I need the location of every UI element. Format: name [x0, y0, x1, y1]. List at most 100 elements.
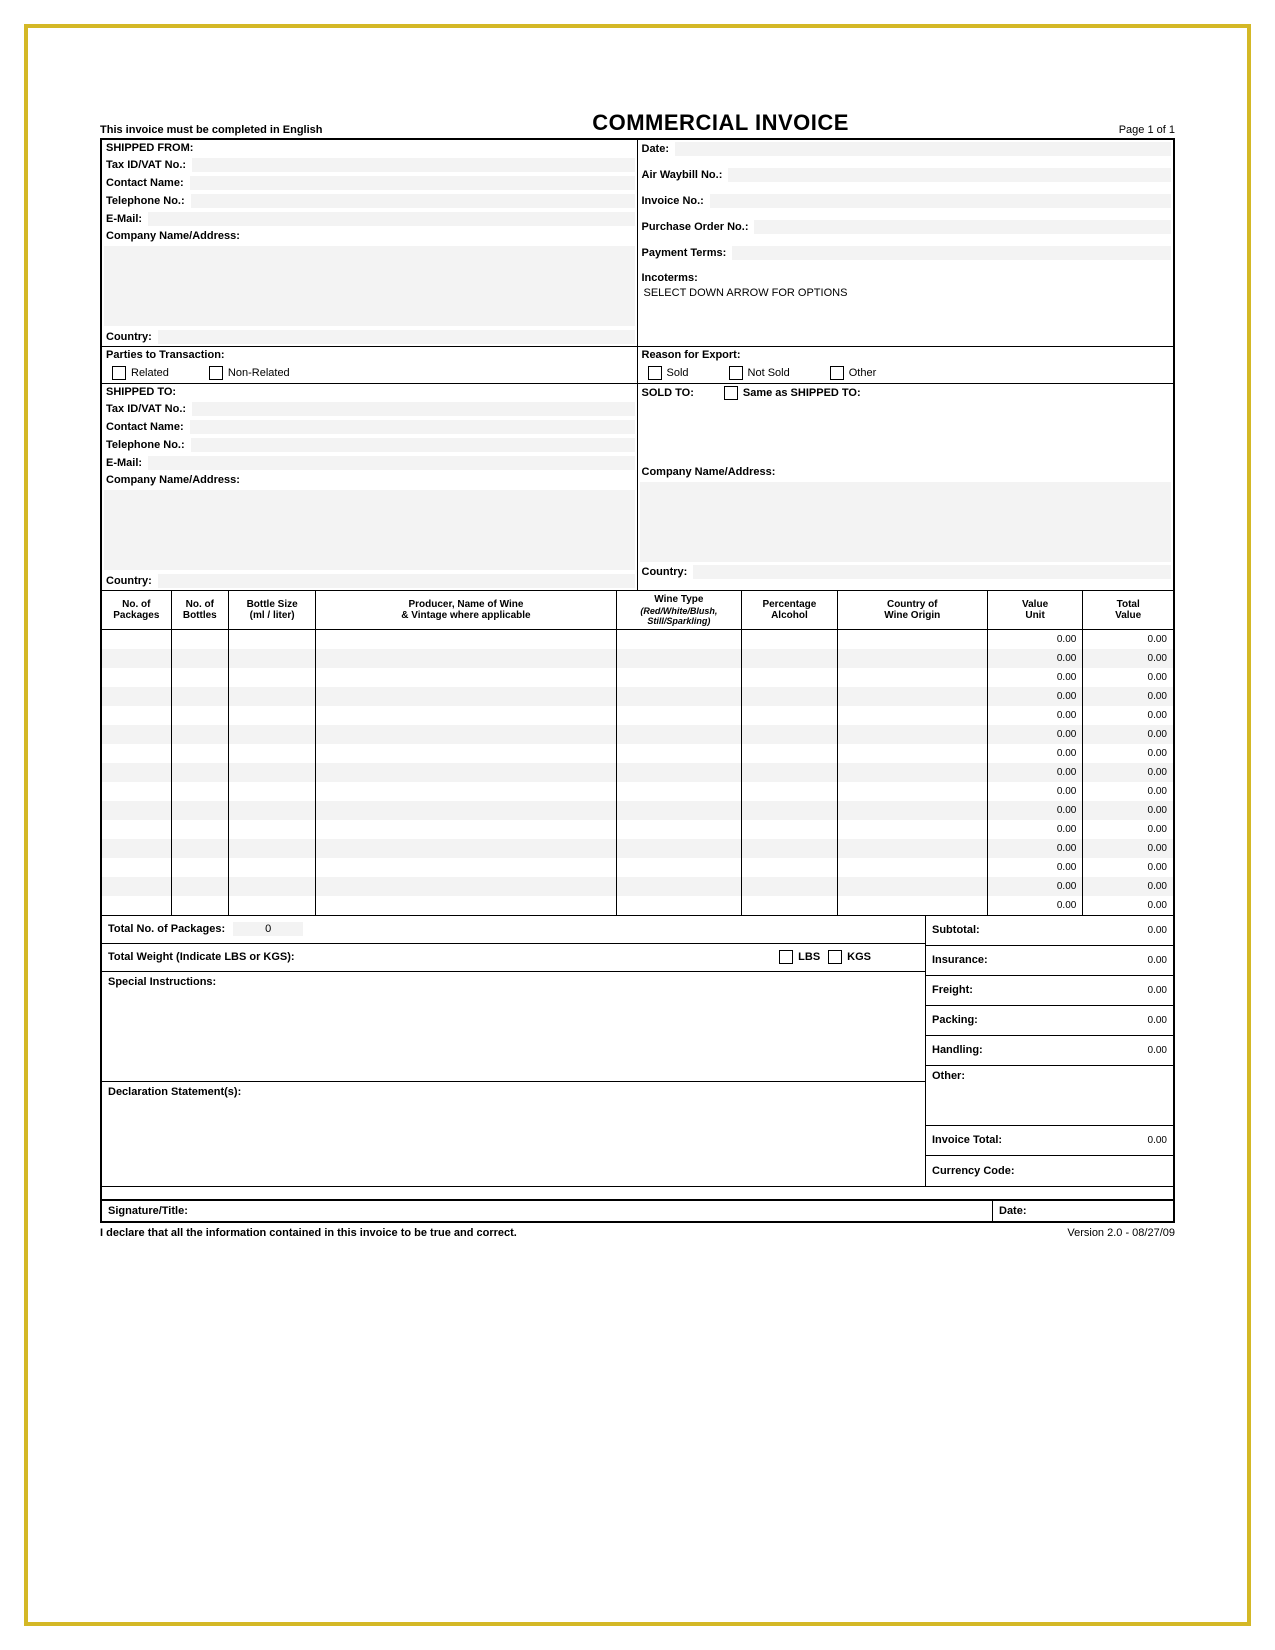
terms-input[interactable]	[732, 246, 1171, 260]
cell-empty[interactable]	[316, 896, 616, 915]
table-row[interactable]: 0.000.00	[102, 744, 1173, 763]
sf-company-input[interactable]	[104, 246, 635, 326]
cell-total-value[interactable]: 0.00	[1083, 877, 1173, 896]
table-row[interactable]: 0.000.00	[102, 649, 1173, 668]
cell-empty[interactable]	[616, 630, 742, 649]
table-row[interactable]: 0.000.00	[102, 687, 1173, 706]
cell-empty[interactable]	[102, 782, 171, 801]
cell-empty[interactable]	[316, 763, 616, 782]
cell-total-value[interactable]: 0.00	[1083, 668, 1173, 687]
cell-empty[interactable]	[616, 687, 742, 706]
st-company-input[interactable]	[104, 490, 635, 570]
soldto-country-input[interactable]	[693, 565, 1171, 579]
parties-nonrelated-checkbox[interactable]: Non-Related	[209, 366, 290, 380]
cell-empty[interactable]	[837, 801, 987, 820]
cell-empty[interactable]	[742, 877, 838, 896]
cell-empty[interactable]	[316, 725, 616, 744]
cell-total-value[interactable]: 0.00	[1083, 706, 1173, 725]
st-phone-input[interactable]	[191, 438, 635, 452]
cell-value-unit[interactable]: 0.00	[987, 877, 1083, 896]
cell-empty[interactable]	[742, 858, 838, 877]
cell-total-value[interactable]: 0.00	[1083, 839, 1173, 858]
cell-empty[interactable]	[837, 839, 987, 858]
table-row[interactable]: 0.000.00	[102, 706, 1173, 725]
parties-related-checkbox[interactable]: Related	[112, 366, 169, 380]
cell-empty[interactable]	[616, 782, 742, 801]
cell-empty[interactable]	[616, 706, 742, 725]
cell-empty[interactable]	[102, 820, 171, 839]
cell-value-unit[interactable]: 0.00	[987, 820, 1083, 839]
sf-email-input[interactable]	[148, 212, 634, 226]
sf-contact-input[interactable]	[190, 176, 635, 190]
cell-empty[interactable]	[171, 801, 228, 820]
cell-empty[interactable]	[742, 744, 838, 763]
cell-empty[interactable]	[837, 668, 987, 687]
cell-empty[interactable]	[837, 687, 987, 706]
cell-empty[interactable]	[171, 858, 228, 877]
st-contact-input[interactable]	[190, 420, 635, 434]
table-row[interactable]: 0.000.00	[102, 858, 1173, 877]
weight-lbs-checkbox[interactable]: LBS	[779, 950, 820, 964]
cell-empty[interactable]	[228, 820, 315, 839]
table-row[interactable]: 0.000.00	[102, 801, 1173, 820]
weight-kgs-checkbox[interactable]: KGS	[828, 950, 871, 964]
cell-empty[interactable]	[742, 820, 838, 839]
cell-value-unit[interactable]: 0.00	[987, 801, 1083, 820]
cell-empty[interactable]	[316, 820, 616, 839]
cell-empty[interactable]	[837, 782, 987, 801]
table-row[interactable]: 0.000.00	[102, 820, 1173, 839]
cell-empty[interactable]	[837, 725, 987, 744]
cell-total-value[interactable]: 0.00	[1083, 744, 1173, 763]
cell-empty[interactable]	[316, 782, 616, 801]
cell-empty[interactable]	[102, 877, 171, 896]
sf-country-input[interactable]	[158, 330, 635, 344]
cell-empty[interactable]	[742, 725, 838, 744]
cell-empty[interactable]	[837, 649, 987, 668]
cell-empty[interactable]	[228, 896, 315, 915]
cell-empty[interactable]	[742, 706, 838, 725]
soldto-company-input[interactable]	[640, 482, 1172, 562]
cell-total-value[interactable]: 0.00	[1083, 858, 1173, 877]
cell-empty[interactable]	[228, 858, 315, 877]
cell-total-value[interactable]: 0.00	[1083, 782, 1173, 801]
cell-empty[interactable]	[228, 725, 315, 744]
table-row[interactable]: 0.000.00	[102, 630, 1173, 649]
cell-empty[interactable]	[316, 744, 616, 763]
table-row[interactable]: 0.000.00	[102, 877, 1173, 896]
cell-total-value[interactable]: 0.00	[1083, 687, 1173, 706]
cell-value-unit[interactable]: 0.00	[987, 668, 1083, 687]
table-row[interactable]: 0.000.00	[102, 782, 1173, 801]
cell-empty[interactable]	[102, 839, 171, 858]
cell-empty[interactable]	[171, 725, 228, 744]
cell-empty[interactable]	[616, 744, 742, 763]
cell-empty[interactable]	[742, 782, 838, 801]
cell-empty[interactable]	[228, 839, 315, 858]
awb-input[interactable]	[728, 168, 1171, 182]
reason-sold-checkbox[interactable]: Sold	[648, 366, 689, 380]
cell-empty[interactable]	[228, 801, 315, 820]
cell-empty[interactable]	[742, 649, 838, 668]
cell-empty[interactable]	[102, 706, 171, 725]
cell-empty[interactable]	[742, 896, 838, 915]
cell-empty[interactable]	[171, 839, 228, 858]
cell-empty[interactable]	[616, 820, 742, 839]
sf-phone-input[interactable]	[191, 194, 635, 208]
po-input[interactable]	[754, 220, 1171, 234]
cell-empty[interactable]	[171, 896, 228, 915]
signature-date-label[interactable]: Date:	[993, 1201, 1173, 1221]
sf-taxid-input[interactable]	[192, 158, 634, 172]
cell-value-unit[interactable]: 0.00	[987, 649, 1083, 668]
st-taxid-input[interactable]	[192, 402, 634, 416]
date-input[interactable]	[675, 142, 1171, 156]
cell-total-value[interactable]: 0.00	[1083, 763, 1173, 782]
cell-empty[interactable]	[228, 706, 315, 725]
cell-empty[interactable]	[316, 687, 616, 706]
table-row[interactable]: 0.000.00	[102, 763, 1173, 782]
cell-empty[interactable]	[102, 687, 171, 706]
cell-empty[interactable]	[316, 706, 616, 725]
cell-total-value[interactable]: 0.00	[1083, 820, 1173, 839]
same-as-shipped-checkbox[interactable]: Same as SHIPPED TO:	[724, 386, 861, 400]
cell-value-unit[interactable]: 0.00	[987, 896, 1083, 915]
cell-empty[interactable]	[171, 630, 228, 649]
cell-empty[interactable]	[316, 630, 616, 649]
